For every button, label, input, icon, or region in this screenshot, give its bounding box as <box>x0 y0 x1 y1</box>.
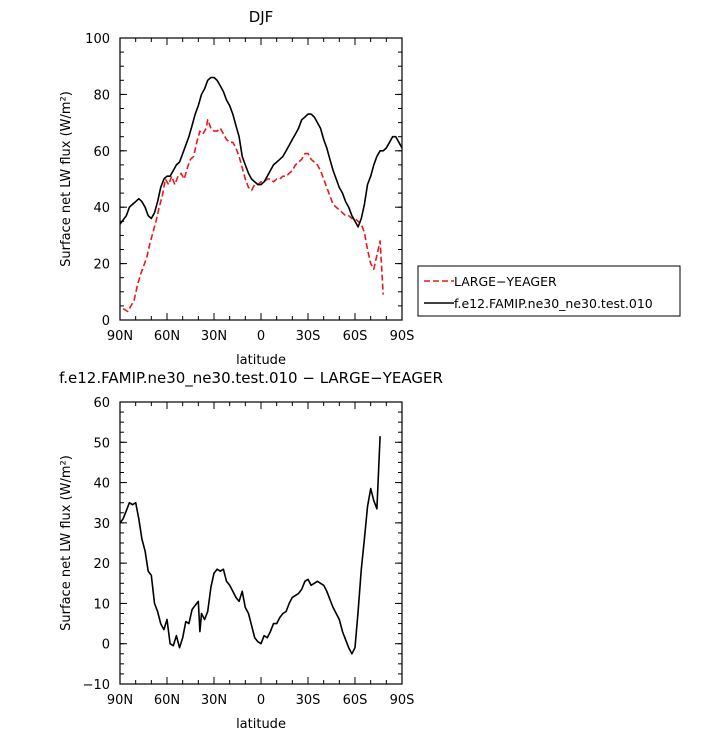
x-tick-label: 90S <box>390 693 415 708</box>
y-tick-label: 10 <box>93 597 110 612</box>
chart-title: DJF <box>249 8 274 26</box>
y-tick-label: 0 <box>102 638 110 653</box>
legend-label-1: LARGE−YEAGER <box>454 274 557 289</box>
y-tick-label: 50 <box>93 436 110 451</box>
y-tick-label: 20 <box>93 557 110 572</box>
y-tick-label: 60 <box>93 145 110 160</box>
legend-label-2: f.e12.FAMIP.ne30_ne30.test.010 <box>454 296 653 311</box>
y-tick-label: 0 <box>102 314 110 329</box>
chart-panel-2: f.e12.FAMIP.ne30_ne30.test.010 − LARGE−Y… <box>59 369 443 732</box>
y-axis-label: Surface net LW flux (W/m²) <box>59 455 74 631</box>
y-axis-label: Surface net LW flux (W/m²) <box>59 91 74 267</box>
x-axis-label: latitude <box>236 717 286 732</box>
y-tick-label: 20 <box>93 258 110 273</box>
x-tick-label: 60N <box>154 329 180 344</box>
legend-box <box>417 265 681 317</box>
y-tick-label: 30 <box>93 517 110 532</box>
chart-panel-1: DJF 90N 60N 30N 0 30S 60S 90S 0 20 40 60 80 100 latitu… <box>59 8 681 368</box>
y-tick-label: 60 <box>93 396 110 411</box>
x-tick-label: 0 <box>257 329 265 344</box>
y-tick-label: −10 <box>83 678 110 693</box>
y-tick-label: 40 <box>93 201 110 216</box>
legend: LARGE−YEAGER f.e12.FAMIP.ne30_ne30.test.0… <box>417 265 681 317</box>
x-tick-label: 60N <box>154 693 180 708</box>
x-tick-label: 90N <box>107 693 133 708</box>
series-line-2 <box>119 76 403 228</box>
x-tick-label: 90N <box>107 329 133 344</box>
series-line-1 <box>122 119 384 313</box>
x-tick-label: 60S <box>343 329 368 344</box>
x-tick-label: 90S <box>390 329 415 344</box>
y-tick-label: 100 <box>85 32 110 47</box>
series-line-1 <box>119 436 381 655</box>
chart-title: f.e12.FAMIP.ne30_ne30.test.010 − LARGE−Y… <box>59 369 443 388</box>
x-axis-label: latitude <box>236 353 286 368</box>
x-tick-label: 30N <box>201 693 227 708</box>
x-tick-label: 30N <box>201 329 227 344</box>
x-tick-label: 30S <box>296 693 321 708</box>
plot-frame <box>119 37 403 321</box>
x-tick-label: 60S <box>343 693 368 708</box>
y-tick-label: 40 <box>93 477 110 492</box>
x-tick-label: 30S <box>296 329 321 344</box>
y-tick-label: 80 <box>93 88 110 103</box>
x-tick-label: 0 <box>257 693 265 708</box>
